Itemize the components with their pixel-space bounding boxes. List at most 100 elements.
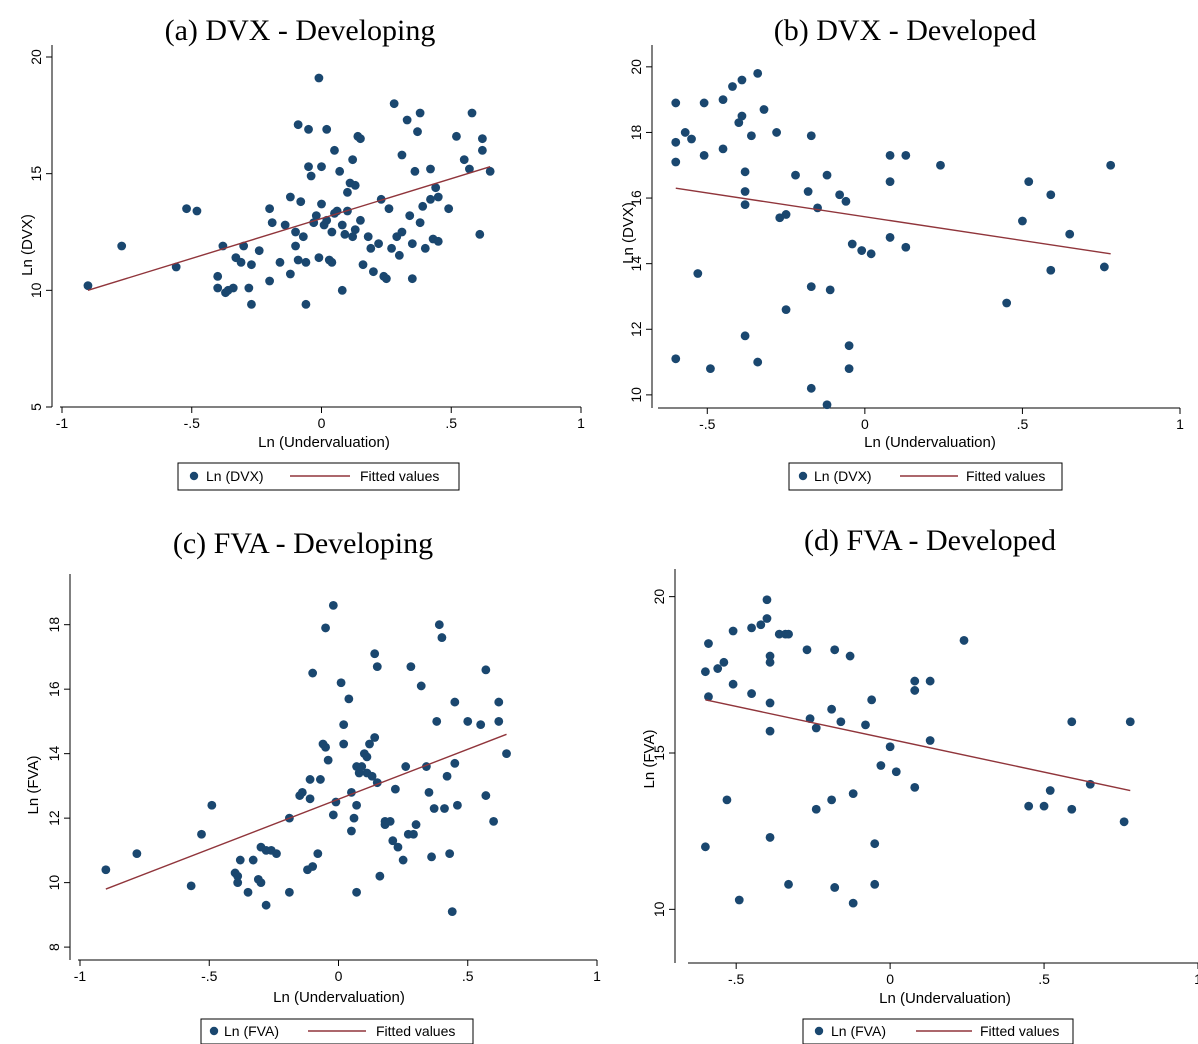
x-tick-label: 0: [335, 968, 343, 984]
data-point: [806, 282, 816, 292]
data-point: [431, 183, 441, 193]
data-point: [228, 283, 238, 293]
y-tick-label: 8: [46, 943, 62, 951]
data-point: [452, 131, 461, 141]
data-point: [429, 804, 439, 813]
data-point: [418, 201, 428, 211]
data-point: [327, 227, 337, 237]
data-point: [357, 762, 367, 771]
data-point: [348, 155, 358, 165]
data-point: [336, 678, 346, 688]
data-point: [213, 283, 223, 293]
data-point: [298, 232, 308, 242]
data-point: [415, 108, 425, 118]
data-point: [411, 820, 421, 829]
data-point: [747, 623, 756, 633]
x-tick-label: -.5: [728, 971, 745, 987]
data-point: [925, 676, 935, 686]
data-point: [841, 196, 851, 206]
data-point: [337, 285, 347, 295]
data-point: [802, 645, 812, 655]
data-point: [806, 383, 816, 393]
data-point: [337, 220, 347, 230]
data-point: [885, 177, 895, 187]
data-point: [233, 871, 243, 881]
data-point: [306, 171, 316, 181]
data-point: [311, 211, 321, 221]
y-tick-label: 10: [28, 282, 44, 298]
data-point: [848, 898, 858, 908]
data-point: [746, 131, 756, 141]
x-tick-label: 1: [593, 968, 601, 984]
data-point: [1099, 262, 1109, 272]
data-point: [844, 364, 854, 374]
data-point: [1067, 717, 1077, 727]
legend: Ln (DVX) Fitted values: [788, 462, 1063, 491]
data-point: [243, 887, 253, 897]
data-point: [440, 804, 449, 813]
scatter-chart-fva-developed: (d) FVA - Developed -.5 0 .5 1 10 15 20 Ln (Un…: [641, 524, 1198, 1044]
data-point: [374, 239, 383, 249]
data-point: [186, 881, 196, 891]
data-point: [275, 257, 285, 267]
y-tick-label: 20: [651, 589, 667, 605]
data-point: [297, 787, 307, 797]
data-point: [248, 855, 258, 865]
data-point: [370, 649, 380, 659]
data-point: [405, 211, 415, 221]
data-point: [494, 717, 504, 726]
data-point: [740, 187, 750, 196]
legend-label-series: Ln (FVA): [831, 1023, 886, 1039]
x-tick-label: .5: [1038, 971, 1050, 987]
data-point: [476, 720, 486, 730]
data-point: [416, 681, 426, 691]
data-point: [699, 98, 709, 108]
data-point: [693, 269, 703, 278]
data-point: [706, 364, 715, 374]
y-axis-label: Ln (DVX): [19, 214, 36, 276]
data-point: [477, 134, 487, 144]
data-point: [699, 151, 709, 160]
data-point: [437, 633, 447, 642]
data-point: [830, 645, 840, 655]
data-point: [327, 257, 337, 267]
data-point: [442, 771, 452, 781]
data-point: [465, 164, 474, 174]
data-point: [356, 134, 365, 144]
data-point: [293, 255, 303, 265]
data-point: [1065, 229, 1075, 239]
data-point: [936, 160, 945, 170]
y-tick-label: 14: [628, 256, 644, 272]
data-point: [254, 246, 264, 256]
data-point: [728, 679, 738, 689]
chart-panel-d: (d) FVA - Developed -.5 0 .5 1 10 15 20 Ln (Un…: [600, 512, 1198, 1044]
x-tick-label: 1: [1176, 416, 1184, 432]
x-tick-label: 1: [1194, 971, 1198, 987]
data-point: [389, 99, 399, 109]
data-point: [1045, 786, 1055, 795]
data-point: [700, 842, 710, 852]
data-point: [388, 836, 398, 846]
data-point: [811, 804, 821, 814]
legend: Ln (FVA) Fitted values: [802, 1018, 1074, 1044]
data-point: [765, 833, 775, 842]
data-point: [323, 755, 333, 765]
legend-marker: [189, 471, 199, 481]
data-point: [959, 636, 969, 645]
data-point: [330, 145, 339, 155]
data-point: [301, 257, 311, 267]
x-tick-label: -1: [74, 968, 87, 984]
data-point: [291, 241, 300, 251]
data-point: [805, 714, 815, 723]
data-point: [317, 199, 326, 209]
data-point: [447, 907, 457, 917]
data-point: [426, 194, 435, 204]
x-tick-label: 0: [861, 416, 869, 432]
data-point: [835, 190, 845, 200]
data-point: [718, 144, 728, 154]
data-point: [772, 128, 782, 137]
data-point: [481, 665, 491, 675]
legend-label-fit: Fitted values: [980, 1023, 1059, 1039]
x-axis-label: Ln (Undervaluation): [258, 434, 390, 451]
data-point: [870, 839, 880, 849]
